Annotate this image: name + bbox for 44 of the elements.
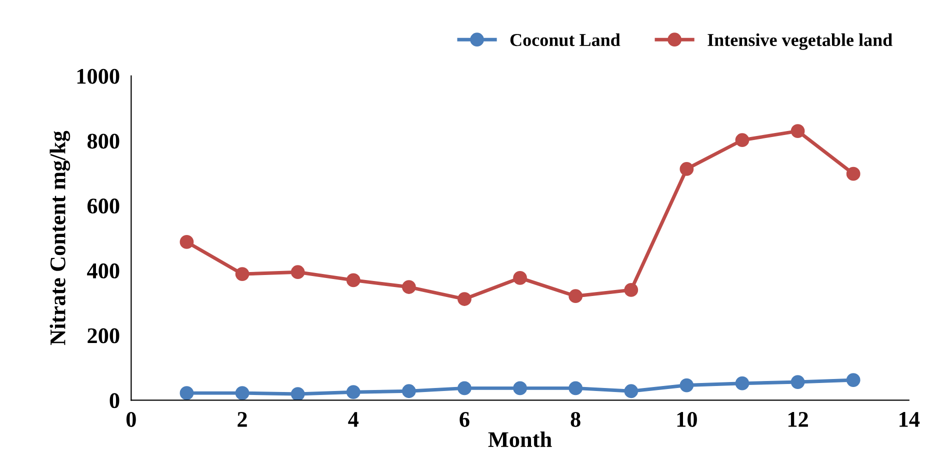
point: [458, 381, 472, 396]
point: [235, 267, 250, 281]
point: [624, 282, 638, 297]
point: [624, 384, 638, 398]
x-tick-label: 10: [677, 412, 697, 427]
y-tick-label: 200: [88, 328, 120, 344]
point: [680, 378, 694, 392]
point: [513, 270, 527, 285]
x-tick-label: 0: [126, 412, 136, 427]
point: [735, 376, 750, 390]
point: [458, 292, 472, 306]
y-tick-label: 400: [87, 263, 120, 278]
y-tick-label: 1000: [77, 68, 120, 84]
y-axis-title: Nitrate Content mg/kg: [50, 130, 70, 346]
point: [346, 273, 360, 288]
point: [290, 387, 305, 400]
point: [180, 386, 194, 400]
point: [568, 381, 583, 396]
legend-label: Coconut Land: [510, 33, 620, 46]
point: [290, 265, 305, 280]
point: [735, 133, 750, 148]
point: [346, 385, 360, 400]
point: [235, 386, 250, 400]
y-tick-label: 0: [110, 393, 120, 408]
x-axis-title: Month: [488, 431, 552, 448]
point: [402, 384, 416, 398]
y-tick-label: 600: [87, 198, 120, 214]
x-tick-label: 14: [900, 412, 920, 427]
y-tick-label: 800: [87, 134, 120, 149]
point: [180, 234, 194, 249]
point: [846, 166, 860, 181]
x-tick-label: 8: [570, 412, 580, 427]
legend-label: Intensive vegetable land: [708, 33, 892, 50]
point: [680, 162, 694, 176]
point: [790, 124, 805, 138]
x-tick-label: 4: [348, 412, 359, 427]
point: [846, 373, 860, 388]
x-tick-label: 6: [460, 412, 470, 427]
point: [568, 289, 583, 304]
point: [513, 381, 527, 396]
x-tick-label: 12: [788, 412, 808, 427]
point: [790, 375, 805, 389]
x-tick-label: 2: [238, 412, 247, 427]
point: [402, 280, 416, 294]
